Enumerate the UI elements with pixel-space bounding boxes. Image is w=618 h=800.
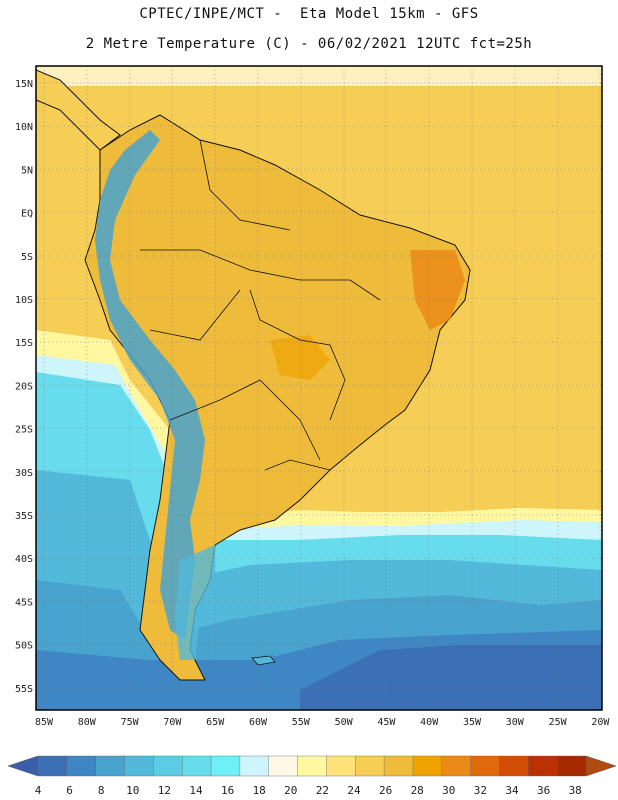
- lon-label: 25W: [549, 717, 568, 728]
- lon-label: 70W: [163, 717, 182, 728]
- lon-label: 80W: [78, 717, 97, 728]
- colorbar-segment: [470, 755, 501, 777]
- ocean-cold-band-3: [300, 645, 602, 710]
- colorbar-tick-label: 24: [347, 784, 361, 797]
- lon-label: 75W: [121, 717, 140, 728]
- colorbar: 4 6 8 10 12 14 16 18 20 22 24 26 28 30 32 34 36 38: [7, 755, 617, 797]
- lat-label: 45S: [15, 597, 33, 608]
- lat-label: 5S: [21, 252, 33, 263]
- colorbar-right-arrow: [585, 755, 617, 777]
- ocean-north-pale: [36, 66, 602, 86]
- lat-label: 10S: [15, 295, 33, 306]
- colorbar-segment: [182, 755, 212, 777]
- lat-label: EQ: [21, 209, 33, 220]
- colorbar-segment: [268, 755, 299, 777]
- colorbar-segment: [66, 755, 97, 777]
- colorbar-left-arrow: [7, 755, 39, 777]
- longitude-labels: 85W 80W 75W 70W 65W 60W 55W 50W 45W 40W 35W 30W 25W 2…: [35, 717, 610, 728]
- lat-label: 20S: [15, 381, 33, 392]
- colorbar-segment: [37, 755, 68, 777]
- title-line-1: CPTEC/INPE/MCT - Eta Model 15km - GFS: [139, 6, 479, 22]
- colorbar-tick-label: 32: [474, 784, 487, 797]
- colorbar-tick-label: 38: [569, 784, 582, 797]
- colorbar-segments: [37, 755, 587, 777]
- colorbar-tick-label: 12: [158, 784, 171, 797]
- colorbar-segment: [210, 755, 241, 777]
- lat-label: 35S: [15, 511, 33, 522]
- lon-label: 60W: [249, 717, 268, 728]
- colorbar-segment: [499, 755, 530, 777]
- colorbar-segment: [556, 755, 587, 777]
- colorbar-tick-label: 8: [98, 784, 105, 797]
- colorbar-segment: [124, 755, 155, 777]
- lat-label: 5N: [21, 165, 33, 176]
- colorbar-tick-label: 16: [221, 784, 234, 797]
- colorbar-tick-label: 18: [253, 784, 266, 797]
- colorbar-tick-label: 30: [442, 784, 455, 797]
- lat-label: 15S: [15, 338, 33, 349]
- lon-label: 45W: [377, 717, 396, 728]
- colorbar-tick-label: 34: [505, 784, 519, 797]
- colorbar-segment: [412, 755, 443, 777]
- lon-label: 40W: [420, 717, 439, 728]
- colorbar-tick-label: 4: [35, 784, 42, 797]
- colorbar-tick-labels: 4 6 8 10 12 14 16 18 20 22 24 26 28 30 32 34 36 38: [35, 784, 582, 797]
- northeast-brazil-hot-region: [410, 250, 465, 330]
- colorbar-segment: [528, 755, 558, 777]
- lat-label: 50S: [15, 641, 33, 652]
- lat-lon-grid: [36, 66, 602, 710]
- lat-label: 25S: [15, 425, 33, 436]
- colorbar-tick-label: 14: [189, 784, 203, 797]
- lon-label: 55W: [292, 717, 311, 728]
- latitude-labels: 15N 10N 5N EQ 5S 10S 15S 20S 25S 30S 35S 40S 45S 50S 5…: [15, 79, 33, 695]
- colorbar-tick-label: 6: [66, 784, 73, 797]
- colorbar-tick-label: 20: [284, 784, 297, 797]
- colorbar-segment: [95, 755, 126, 777]
- central-america: [36, 69, 121, 151]
- colorbar-segment: [153, 755, 183, 777]
- lat-label: 30S: [15, 468, 33, 479]
- colorbar-tick-label: 36: [537, 784, 550, 797]
- lon-label: 30W: [506, 717, 525, 728]
- country-borders: [140, 139, 381, 471]
- andes-cool-strip: [95, 130, 205, 640]
- lat-label: 10N: [15, 122, 33, 133]
- map-frame: [35, 65, 603, 711]
- colorbar-segment: [441, 755, 472, 777]
- lat-label: 40S: [15, 554, 33, 565]
- lon-label: 35W: [463, 717, 482, 728]
- lon-label: 85W: [35, 717, 54, 728]
- map-field: [36, 66, 602, 710]
- colorbar-tick-label: 22: [316, 784, 329, 797]
- colorbar-segment: [297, 755, 328, 777]
- colorbar-segment: [355, 755, 385, 777]
- patagonia-cool-region: [175, 545, 215, 660]
- lat-label: 15N: [15, 79, 33, 90]
- central-brazil-warm-region: [270, 335, 330, 380]
- colorbar-tick-label: 26: [379, 784, 392, 797]
- colorbar-segment: [383, 755, 414, 777]
- colorbar-segment: [239, 755, 270, 777]
- lon-label: 50W: [335, 717, 354, 728]
- title-line-2: 2 Metre Temperature (C) - 06/02/2021 12U…: [85, 36, 533, 52]
- lat-label: 55S: [15, 684, 33, 695]
- colorbar-tick-label: 10: [126, 784, 139, 797]
- colorbar-tick-label: 28: [411, 784, 424, 797]
- colorbar-segment: [326, 755, 356, 777]
- lon-label: 20W: [591, 717, 610, 728]
- lon-label: 65W: [206, 717, 225, 728]
